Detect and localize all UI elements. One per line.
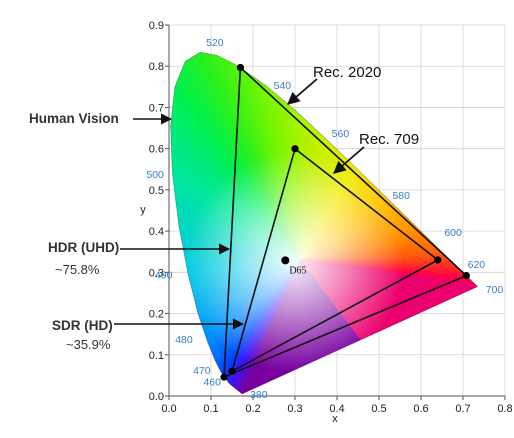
rec709-vertex xyxy=(434,256,442,264)
wavelength-label: 540 xyxy=(274,80,292,92)
y-tick-label: 0.0 xyxy=(149,391,164,403)
gamut-triangles: D65 xyxy=(220,63,470,381)
locus-outline xyxy=(170,51,479,395)
y-tick-label: 0.5 xyxy=(149,185,164,197)
white-point-dot xyxy=(281,256,290,265)
rec709-triangle xyxy=(231,147,439,373)
wavelength-label: 620 xyxy=(468,259,486,271)
x-axis-label: x xyxy=(332,413,338,425)
wavelength-label: 700 xyxy=(486,284,504,296)
wavelength-label: 470 xyxy=(193,365,211,377)
x-tick-label: 0.6 xyxy=(413,403,428,415)
rec709-vertex xyxy=(228,367,236,375)
locus-color-fill xyxy=(170,52,478,394)
wavelength-label: 520 xyxy=(206,37,224,49)
hdr-percentage: ~75.8% xyxy=(55,262,100,277)
white-point-label: D65 xyxy=(289,265,306,276)
rec709-label: Rec. 709 xyxy=(359,131,419,148)
x-tick-label: 0.4 xyxy=(329,403,344,415)
wavelength-label: 560 xyxy=(332,128,350,140)
y-tick-label: 0.6 xyxy=(149,144,164,156)
sdr-percentage: ~35.9% xyxy=(66,337,111,352)
y-tick-label: 0.2 xyxy=(149,309,164,321)
rec2020-label: Rec. 2020 xyxy=(313,64,381,81)
y-tick-label: 0.9 xyxy=(149,20,164,32)
y-tick-label: 0.8 xyxy=(149,61,164,73)
wavelength-label: 380 xyxy=(250,389,268,401)
y-axis-label: y xyxy=(140,204,146,216)
y-tick-label: 0.1 xyxy=(149,350,164,362)
x-tick-label: 0.7 xyxy=(455,403,470,415)
wavelength-label: 460 xyxy=(203,377,221,389)
rec709-arrow xyxy=(333,146,365,174)
wavelength-label: 600 xyxy=(444,227,462,239)
human-vision-label: Human Vision xyxy=(29,111,119,126)
sdr-label: SDR (HD) xyxy=(52,318,113,333)
rec709-vertex xyxy=(291,145,299,153)
hdr-label: HDR (UHD) xyxy=(48,240,119,255)
spectral-locus xyxy=(170,51,479,395)
y-tick-label: 0.7 xyxy=(149,102,164,114)
x-tick-label: 0.0 xyxy=(161,403,176,415)
rec2020-vertex xyxy=(236,63,244,72)
y-tick-label: 0.4 xyxy=(149,226,164,238)
x-tick-label: 0.2 xyxy=(245,403,260,415)
wavelength-label: 500 xyxy=(146,169,164,181)
wavelength-label: 490 xyxy=(155,269,173,281)
wavelength-label: 480 xyxy=(175,334,193,346)
x-tick-label: 0.8 xyxy=(497,403,512,415)
rec2020-vertex xyxy=(220,373,228,381)
wavelength-label: 580 xyxy=(392,190,410,202)
rec2020-arrow xyxy=(287,78,318,105)
plot-axes: 0.0 0.1 0.2 0.3 0.4 0.5 0.6 0.7 0.8 0.0 0.1 0.2 0.3 0… xyxy=(149,20,513,415)
white-center-glow xyxy=(185,145,416,376)
rec2020-vertex xyxy=(462,272,470,280)
y-tick-label: 0.3 xyxy=(149,267,164,279)
x-tick-label: 0.5 xyxy=(371,403,386,415)
rec2020-triangle xyxy=(223,66,468,378)
x-tick-label: 0.3 xyxy=(287,403,302,415)
x-tick-label: 0.1 xyxy=(203,403,218,415)
